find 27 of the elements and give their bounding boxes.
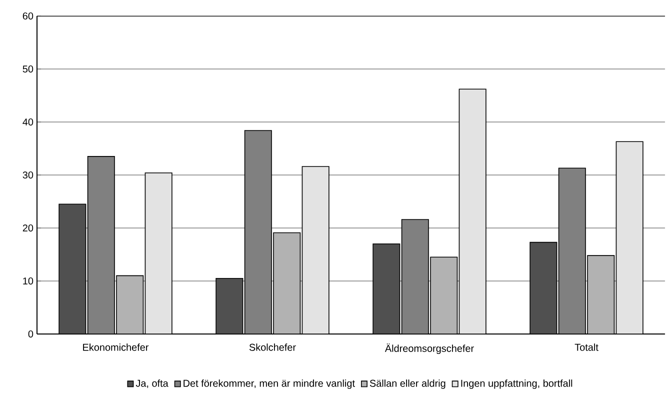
bar [58,204,86,334]
bar [216,278,244,334]
y-tick-label: 60 [22,12,34,20]
x-tick-label: Äldreomsorgschefer [384,344,474,354]
y-tick-label: 30 [22,171,34,179]
x-tick-label: Totalt [574,344,598,351]
bar [458,88,486,334]
y-tick-label: 20 [22,224,34,232]
bar [587,255,615,334]
y-tick-label: 0 [28,330,34,338]
bar [372,244,400,334]
legend-label: Ja, ofta [136,380,168,388]
bar [116,275,144,334]
legend-label: Det förekommer, men är mindre vanligt [184,380,355,389]
bar [302,166,330,334]
bar [616,141,644,334]
bar [530,242,558,334]
x-tick-label: Skolchefer [249,344,296,351]
legend-label: Sällan eller aldrig [370,380,446,389]
x-tick-label: Ekonomichefer [83,344,149,351]
y-tick-label: 40 [22,118,34,126]
bar [430,256,458,334]
bar [144,172,172,334]
y-tick-label: 50 [22,65,34,73]
y-tick-label: 10 [23,277,34,285]
legend-label: Ingen uppfattning, bortfall [461,380,572,389]
bar [273,232,301,334]
